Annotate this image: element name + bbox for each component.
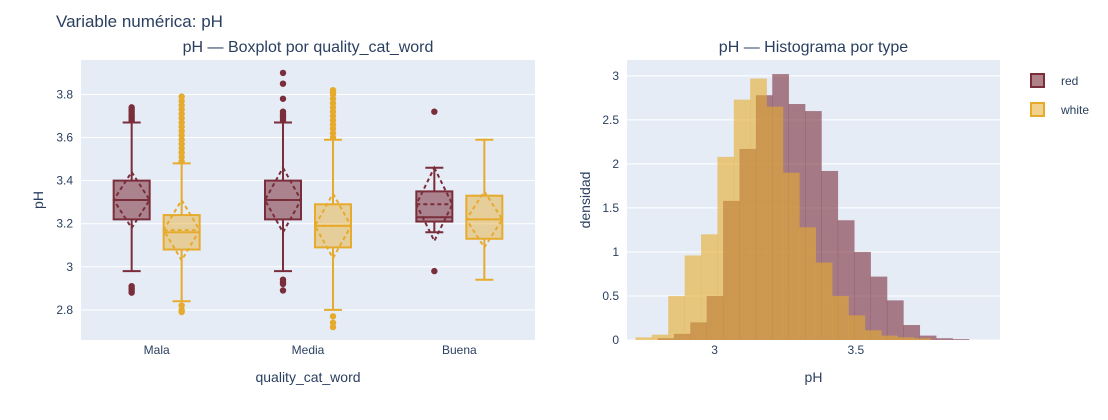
boxplot-title: pH — Boxplot por quality_cat_word: [183, 39, 434, 56]
histogram-bar: [782, 172, 800, 340]
histogram-bar: [936, 338, 953, 340]
histogram-bar: [701, 234, 718, 340]
box-outlier-point: [178, 93, 185, 100]
boxplot-ytick-label: 3.6: [56, 131, 73, 145]
histogram-bar: [832, 295, 849, 340]
box-sd-diamond: [415, 165, 454, 244]
histogram-bar: [864, 330, 882, 340]
histogram-bar: [799, 227, 817, 340]
boxplot-xtick-label: Mala: [144, 343, 170, 357]
boxplot-xtick-label: Buena: [442, 343, 477, 357]
boxplot-ytick-label: 3.2: [56, 217, 73, 231]
histogram-ylabel: densidad: [577, 172, 593, 229]
legend-swatch-red: [1030, 73, 1045, 88]
histogram-bar: [750, 78, 767, 340]
histogram-bar: [717, 156, 735, 340]
histogram-ytick-label: 2: [612, 157, 619, 171]
histogram-series-white: [635, 78, 931, 340]
histogram-ytick-label: 0.5: [602, 289, 619, 303]
histogram-bar: [635, 337, 653, 340]
histogram-bar: [886, 300, 904, 340]
legend-label-red: red: [1061, 73, 1079, 88]
legend-item-white[interactable]: white: [1030, 95, 1089, 124]
box-outlier-point: [329, 86, 337, 94]
histogram-ytick-label: 1: [612, 245, 619, 259]
histogram-ytick-label: 3: [612, 69, 619, 83]
box-outlier-point: [431, 267, 438, 275]
box-red-mala: [112, 104, 151, 296]
box-outlier-point: [128, 282, 135, 290]
box-outlier-point: [329, 319, 337, 326]
boxplot-ylabel: pH: [30, 191, 46, 209]
histogram-bar: [848, 315, 866, 340]
box-outlier-point: [279, 69, 287, 77]
legend-label-white: white: [1061, 102, 1090, 117]
boxplot-ytick-label: 3: [66, 260, 73, 274]
histogram-bar: [952, 339, 970, 340]
histogram-bar: [897, 337, 915, 340]
histogram-bar: [903, 325, 921, 340]
boxplot-ytick-label: 3.8: [56, 87, 73, 101]
histogram-ytick-label: 1.5: [602, 201, 619, 215]
box-sd-diamond: [112, 170, 151, 230]
histogram-bar: [766, 106, 784, 340]
box-outlier-point: [329, 313, 337, 320]
histogram-xlabel: pH: [805, 369, 823, 385]
figure-title: Variable numérica: pH: [56, 12, 223, 31]
box-sd-diamond: [313, 191, 353, 261]
boxplot-ytick-label: 2.8: [56, 303, 73, 317]
boxplot-xtick-label: Media: [292, 343, 325, 357]
box-outlier-point: [128, 104, 135, 111]
histogram-bar: [651, 334, 669, 340]
histogram-bar: [668, 295, 685, 340]
histogram-ytick-label: 0: [612, 333, 619, 347]
box-body: [465, 194, 504, 240]
box-white-buena: [465, 138, 504, 281]
boxplot-xlabel: quality_cat_word: [255, 369, 360, 385]
histogram-title: pH — Histograma por type: [719, 39, 909, 56]
histogram-bar: [914, 338, 931, 340]
box-sd-diamond: [263, 165, 303, 235]
histogram-bar: [815, 262, 833, 340]
box-outlier-point: [178, 302, 185, 309]
box-sd-diamond: [465, 189, 504, 250]
boxplot-plot-area: [81, 60, 535, 340]
box-outlier-point: [431, 108, 438, 115]
boxplot-ytick-label: 3.4: [56, 174, 73, 188]
box-red-media: [263, 69, 303, 294]
histogram-bar: [733, 99, 751, 340]
box-red-buena: [415, 108, 454, 275]
histogram-xtick-label: 3.5: [848, 343, 865, 357]
legend: red white: [1030, 66, 1089, 124]
box-sd-diamond: [162, 198, 201, 263]
histogram-bar: [870, 276, 888, 340]
histogram-ytick-label: 2.5: [602, 113, 619, 127]
box-outlier-point: [279, 80, 287, 87]
histogram-xtick-label: 3: [711, 343, 718, 357]
histogram-bar: [881, 335, 899, 340]
box-outlier-point: [279, 287, 287, 294]
histogram-bar: [919, 335, 937, 340]
legend-swatch-white: [1030, 102, 1045, 117]
box-outlier-point: [279, 276, 287, 283]
histogram-bar: [684, 255, 702, 340]
box-outlier-point: [279, 95, 287, 102]
box-white-mala: [162, 93, 201, 316]
box-outlier-point: [279, 108, 287, 115]
box-white-media: [313, 86, 353, 331]
legend-item-red[interactable]: red: [1030, 66, 1089, 95]
